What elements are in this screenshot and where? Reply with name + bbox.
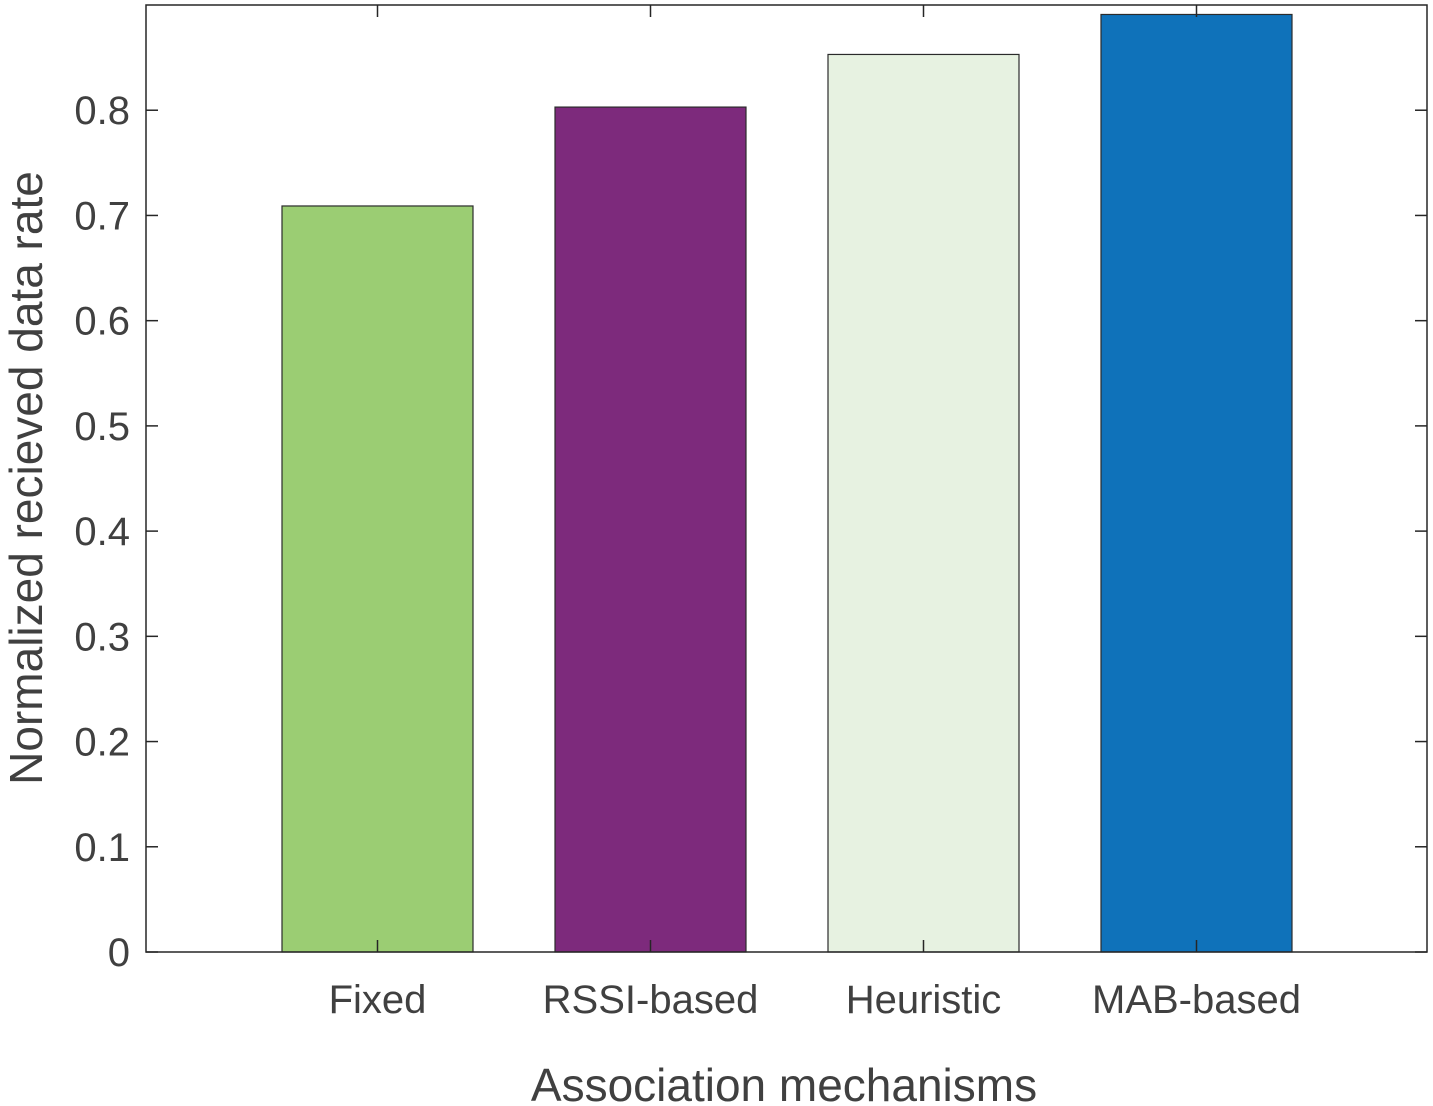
plot-frame [145, 4, 1428, 953]
bar-rssi-based [554, 106, 747, 953]
y-tick-label: 0.8 [74, 89, 130, 133]
x-tick-label: RSSI-based [543, 978, 759, 1022]
y-tick-label: 0 [108, 931, 130, 975]
bar-heuristic [827, 53, 1020, 953]
bars-layer [281, 13, 1293, 953]
bar-mab-based [1100, 13, 1293, 953]
y-tick-label: 0.2 [74, 721, 130, 765]
x-tick-label: Fixed [329, 978, 427, 1022]
y-axis-title: Normalized recieved data rate [0, 171, 52, 785]
y-tick-label: 0.1 [74, 826, 130, 870]
x-tick-label: Heuristic [846, 978, 1002, 1022]
y-tick-label: 0.5 [74, 405, 130, 449]
y-tick-label: 0.3 [74, 615, 130, 659]
x-tick-label: MAB-based [1092, 978, 1301, 1022]
axes-layer [145, 4, 1428, 953]
bar-fixed [281, 205, 474, 953]
y-tick-label: 0.6 [74, 300, 130, 344]
labels-layer: 0 0.1 0.2 0.3 0.4 0.5 0.6 0.7 0.8 Fixed RSSI-based… [74, 89, 1301, 1022]
y-tick-label: 0.7 [74, 194, 130, 238]
x-axis-title: Association mechanisms [531, 1059, 1037, 1106]
y-tick-label: 0.4 [74, 510, 130, 554]
